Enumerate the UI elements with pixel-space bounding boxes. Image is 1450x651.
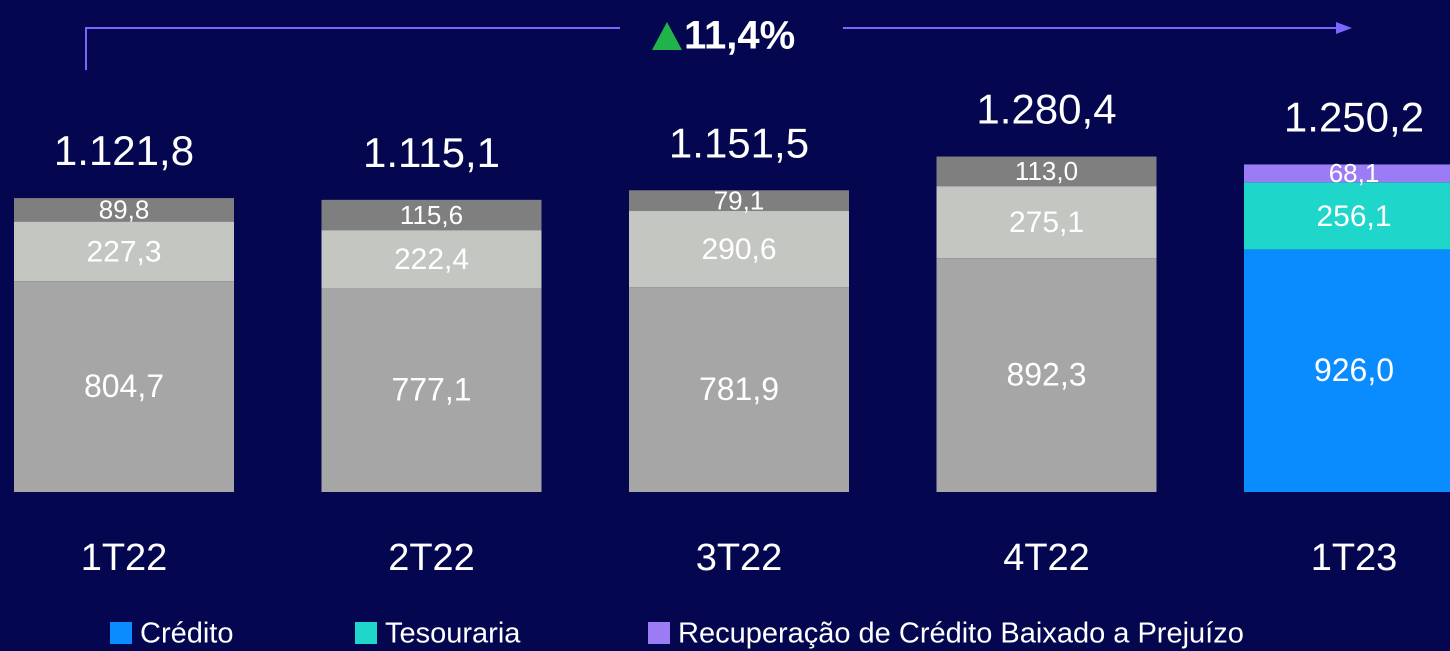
bar-segment [629,211,849,288]
total-label: 1.115,1 [363,129,500,176]
total-label: 1.280,4 [976,86,1116,133]
bar-segment [1244,164,1450,183]
arrow-head [1336,22,1352,34]
category-label: 2T22 [388,537,475,579]
legend-label: Recuperação de Crédito Baixado a Prejuíz… [678,618,1244,650]
segment-label: 804,7 [84,368,164,404]
segment-label: 79,1 [714,186,765,216]
bar-segment [936,156,1157,187]
growth-bracket [85,27,620,70]
category-label: 3T22 [696,537,783,579]
bar-segment [936,186,1157,259]
bar-segment [1244,182,1450,250]
segment-label: 89,8 [99,195,150,225]
up-triangle [652,22,682,50]
total-label: 1.121,8 [54,127,194,174]
legend-label: Crédito [140,618,234,650]
bar-segment [321,199,542,231]
segment-label: 275,1 [1009,206,1084,239]
bar-segment [14,281,234,492]
legend-label: Tesouraria [385,618,521,650]
bar-segment [321,230,542,289]
legend-swatch [648,622,670,644]
bar-segment [629,190,849,212]
bar-segment [14,198,234,222]
segment-label: 227,3 [86,235,161,268]
segment-label: 113,0 [1015,156,1078,186]
growth-annotation: 11,4% [684,14,795,58]
segment-label: 892,3 [1006,357,1086,393]
bar-segment [14,221,234,282]
category-label: 4T22 [1003,537,1090,579]
segment-label: 781,9 [699,371,779,407]
segment-label: 222,4 [394,243,469,276]
category-label: 1T23 [1311,537,1398,579]
segment-label: 290,6 [701,233,776,266]
category-label: 1T22 [81,537,168,579]
segment-label: 115,6 [400,200,463,230]
total-label: 1.151,5 [669,119,809,166]
legend-swatch [110,622,132,644]
total-label: 1.250,2 [1284,94,1424,141]
segment-label: 256,1 [1316,200,1391,233]
segment-label: 926,0 [1314,352,1394,388]
legend-swatch [355,622,377,644]
bar-segment [321,288,542,492]
bar-segment [629,287,849,492]
bar-segment [936,258,1157,492]
bar-segment [1244,249,1450,492]
segment-label: 777,1 [391,372,471,408]
segment-label: 68,1 [1329,158,1380,188]
